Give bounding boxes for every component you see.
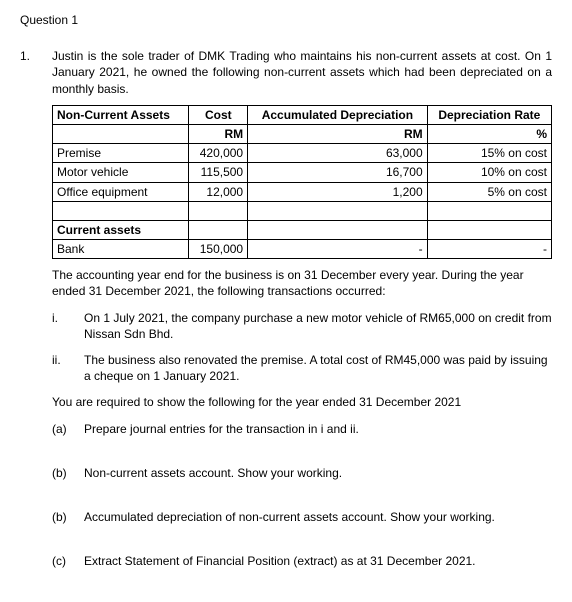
cell-rate: - xyxy=(427,240,551,259)
cell-acc: 1,200 xyxy=(248,182,428,201)
label-b: (b) xyxy=(52,465,84,481)
table-blank-row xyxy=(53,201,552,220)
paragraph-2: The accounting year end for the business… xyxy=(52,267,552,299)
question-header: Question 1 xyxy=(20,12,552,28)
cell-rate: 15% on cost xyxy=(427,144,551,163)
item-a: (a) Prepare journal entries for the tran… xyxy=(52,421,552,437)
cell-cost: 150,000 xyxy=(189,240,248,259)
table-unit-row: RM RM % xyxy=(53,124,552,143)
cell-ca: Current assets xyxy=(53,220,189,239)
cell-cost: 12,000 xyxy=(189,182,248,201)
item-i: i. On 1 July 2021, the company purchase … xyxy=(52,310,552,342)
text-b2: Accumulated depreciation of non-current … xyxy=(84,509,552,525)
cell-rate: 10% on cost xyxy=(427,163,551,182)
text-c: Extract Statement of Financial Position … xyxy=(84,553,552,569)
th-noncurrent: Non-Current Assets xyxy=(53,105,189,124)
assets-table: Non-Current Assets Cost Accumulated Depr… xyxy=(52,105,552,260)
cell-acc: 16,700 xyxy=(248,163,428,182)
table-row: Premise 420,000 63,000 15% on cost xyxy=(53,144,552,163)
cell-name: Premise xyxy=(53,144,189,163)
th-rate: Depreciation Rate xyxy=(427,105,551,124)
label-ii: ii. xyxy=(52,352,84,384)
unit-rm-acc: RM xyxy=(248,124,428,143)
intro-text: Justin is the sole trader of DMK Trading… xyxy=(52,48,552,97)
text-ii: The business also renovated the premise.… xyxy=(84,352,552,384)
label-a: (a) xyxy=(52,421,84,437)
table-row: Bank 150,000 - - xyxy=(53,240,552,259)
item-c: (c) Extract Statement of Financial Posit… xyxy=(52,553,552,569)
table-header-row: Non-Current Assets Cost Accumulated Depr… xyxy=(53,105,552,124)
requirement-text: You are required to show the following f… xyxy=(52,394,552,410)
label-b2: (b) xyxy=(52,509,84,525)
label-c: (c) xyxy=(52,553,84,569)
table-ca-row: Current assets xyxy=(53,220,552,239)
unit-pct: % xyxy=(427,124,551,143)
question-body: 1. Justin is the sole trader of DMK Trad… xyxy=(20,48,552,579)
unit-rm-cost: RM xyxy=(189,124,248,143)
cell-rate: 5% on cost xyxy=(427,182,551,201)
cell-name: Motor vehicle xyxy=(53,163,189,182)
th-accdep: Accumulated Depreciation xyxy=(248,105,428,124)
text-b: Non-current assets account. Show your wo… xyxy=(84,465,552,481)
item-b: (b) Non-current assets account. Show you… xyxy=(52,465,552,481)
cell-cost: 420,000 xyxy=(189,144,248,163)
text-i: On 1 July 2021, the company purchase a n… xyxy=(84,310,552,342)
text-a: Prepare journal entries for the transact… xyxy=(84,421,552,437)
cell-cost: 115,500 xyxy=(189,163,248,182)
question-content: Justin is the sole trader of DMK Trading… xyxy=(52,48,552,579)
th-cost: Cost xyxy=(189,105,248,124)
table-row: Motor vehicle 115,500 16,700 10% on cost xyxy=(53,163,552,182)
cell-name: Bank xyxy=(53,240,189,259)
question-number: 1. xyxy=(20,48,52,64)
cell-name: Office equipment xyxy=(53,182,189,201)
label-i: i. xyxy=(52,310,84,342)
cell-acc: 63,000 xyxy=(248,144,428,163)
table-row: Office equipment 12,000 1,200 5% on cost xyxy=(53,182,552,201)
item-ii: ii. The business also renovated the prem… xyxy=(52,352,552,384)
cell-acc: - xyxy=(248,240,428,259)
item-b2: (b) Accumulated depreciation of non-curr… xyxy=(52,509,552,525)
